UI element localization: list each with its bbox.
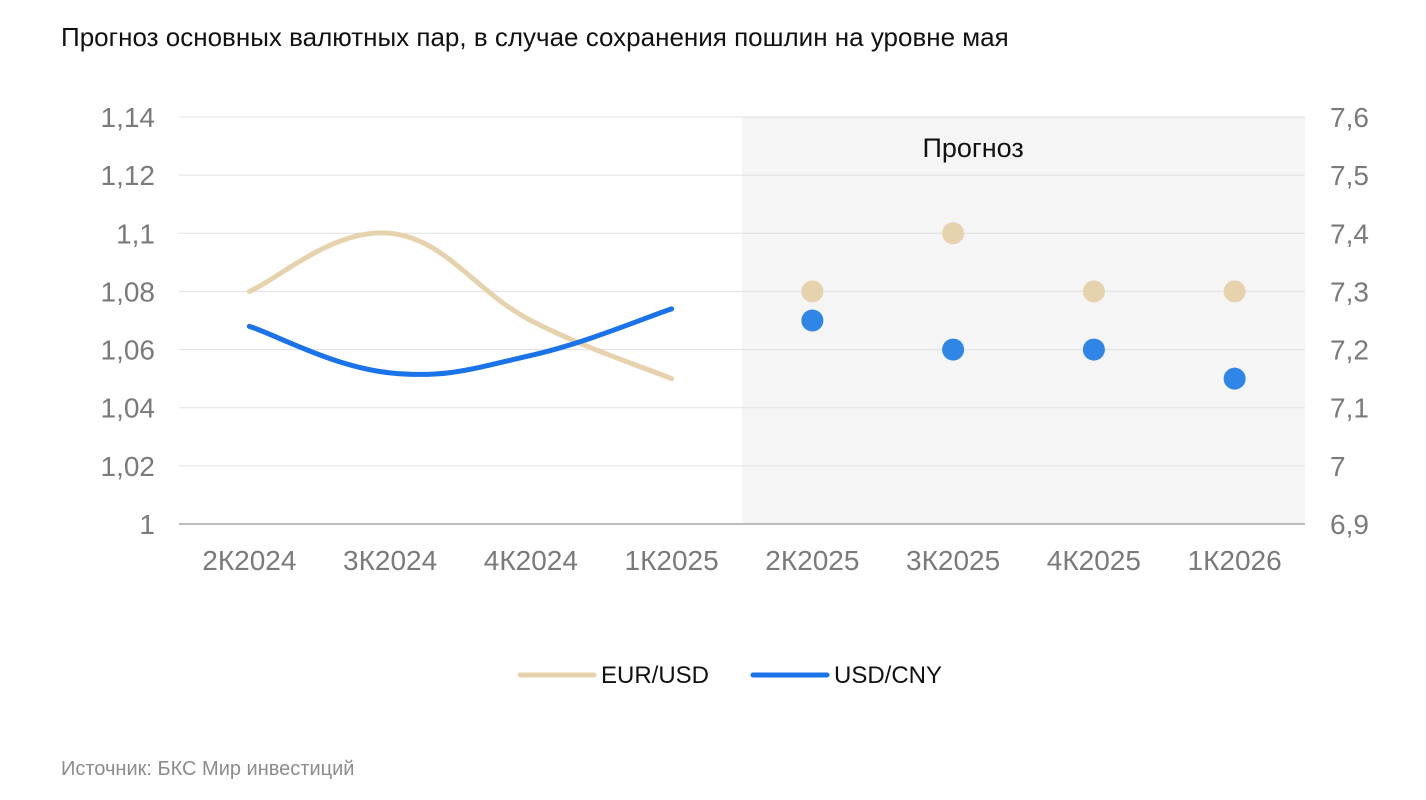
- usd-cny-forecast-point: [801, 309, 824, 332]
- x-tick-label: 2К2025: [765, 545, 859, 576]
- chart: Прогноз 1 1,02 1,04 1,06 1,08 1,1 1,12 1,14 6,9…: [101, 102, 1369, 689]
- chart-title: Прогноз основных валютных пар, в случае …: [61, 22, 1009, 52]
- x-tick-label: 2К2024: [202, 545, 296, 576]
- legend: EUR/USD USD/CNY: [517, 662, 942, 689]
- eur-usd-forecast-point: [801, 280, 824, 303]
- right-tick-label: 7,5: [1330, 160, 1369, 191]
- left-tick-label: 1,1: [116, 218, 155, 249]
- left-axis-ticks: 1 1,02 1,04 1,06 1,08 1,1 1,12 1,14: [101, 102, 156, 540]
- grid-lines: [179, 116, 1305, 467]
- usd-cny-line: [246, 306, 675, 377]
- forecast-region: [742, 117, 1305, 524]
- right-tick-label: 7,2: [1330, 335, 1369, 366]
- series-lines: [246, 230, 675, 382]
- x-tick-label: 1К2025: [625, 545, 719, 576]
- right-tick-label: 7,1: [1330, 393, 1369, 424]
- right-tick-label: 7,6: [1330, 102, 1369, 133]
- usd-cny-forecast-point: [942, 338, 965, 361]
- usd-cny-forecast-point: [1223, 367, 1246, 390]
- eur-usd-forecast-point: [942, 222, 965, 245]
- right-tick-label: 7,4: [1330, 218, 1369, 249]
- left-tick-label: 1,02: [101, 451, 156, 482]
- x-tick-label: 4К2025: [1047, 545, 1141, 576]
- eur-usd-forecast-point: [1082, 280, 1105, 303]
- x-tick-label: 1К2026: [1188, 545, 1282, 576]
- eur-usd-forecast-point: [1223, 280, 1246, 303]
- right-axis-ticks: 6,9 7 7,1 7,2 7,3 7,4 7,5 7,6: [1330, 102, 1369, 540]
- right-tick-label: 7,3: [1330, 276, 1369, 307]
- right-tick-label: 6,9: [1330, 509, 1369, 540]
- x-tick-label: 3К2024: [343, 545, 437, 576]
- left-tick-label: 1,12: [101, 160, 156, 191]
- usd-cny-forecast-point: [1082, 338, 1105, 361]
- x-tick-label: 3К2025: [906, 545, 1000, 576]
- left-tick-label: 1,08: [101, 276, 156, 307]
- left-tick-label: 1,06: [101, 335, 156, 366]
- legend-label: USD/CNY: [834, 662, 942, 689]
- eur-usd-line: [246, 230, 675, 382]
- legend-label: EUR/USD: [601, 662, 709, 689]
- source-note: Источник: БКС Мир инвестиций: [61, 758, 355, 780]
- right-tick-label: 7: [1330, 451, 1346, 482]
- forecast-label: Прогноз: [922, 133, 1023, 163]
- left-tick-label: 1,04: [101, 393, 156, 424]
- left-tick-label: 1,14: [101, 102, 156, 133]
- forecast-points: [801, 222, 1246, 390]
- x-tick-label: 4К2024: [484, 545, 578, 576]
- x-axis-ticks: 2К2024 3К2024 4К2024 1К2025 2К2025 3К2025 4К20…: [202, 545, 1281, 576]
- left-tick-label: 1: [139, 509, 155, 540]
